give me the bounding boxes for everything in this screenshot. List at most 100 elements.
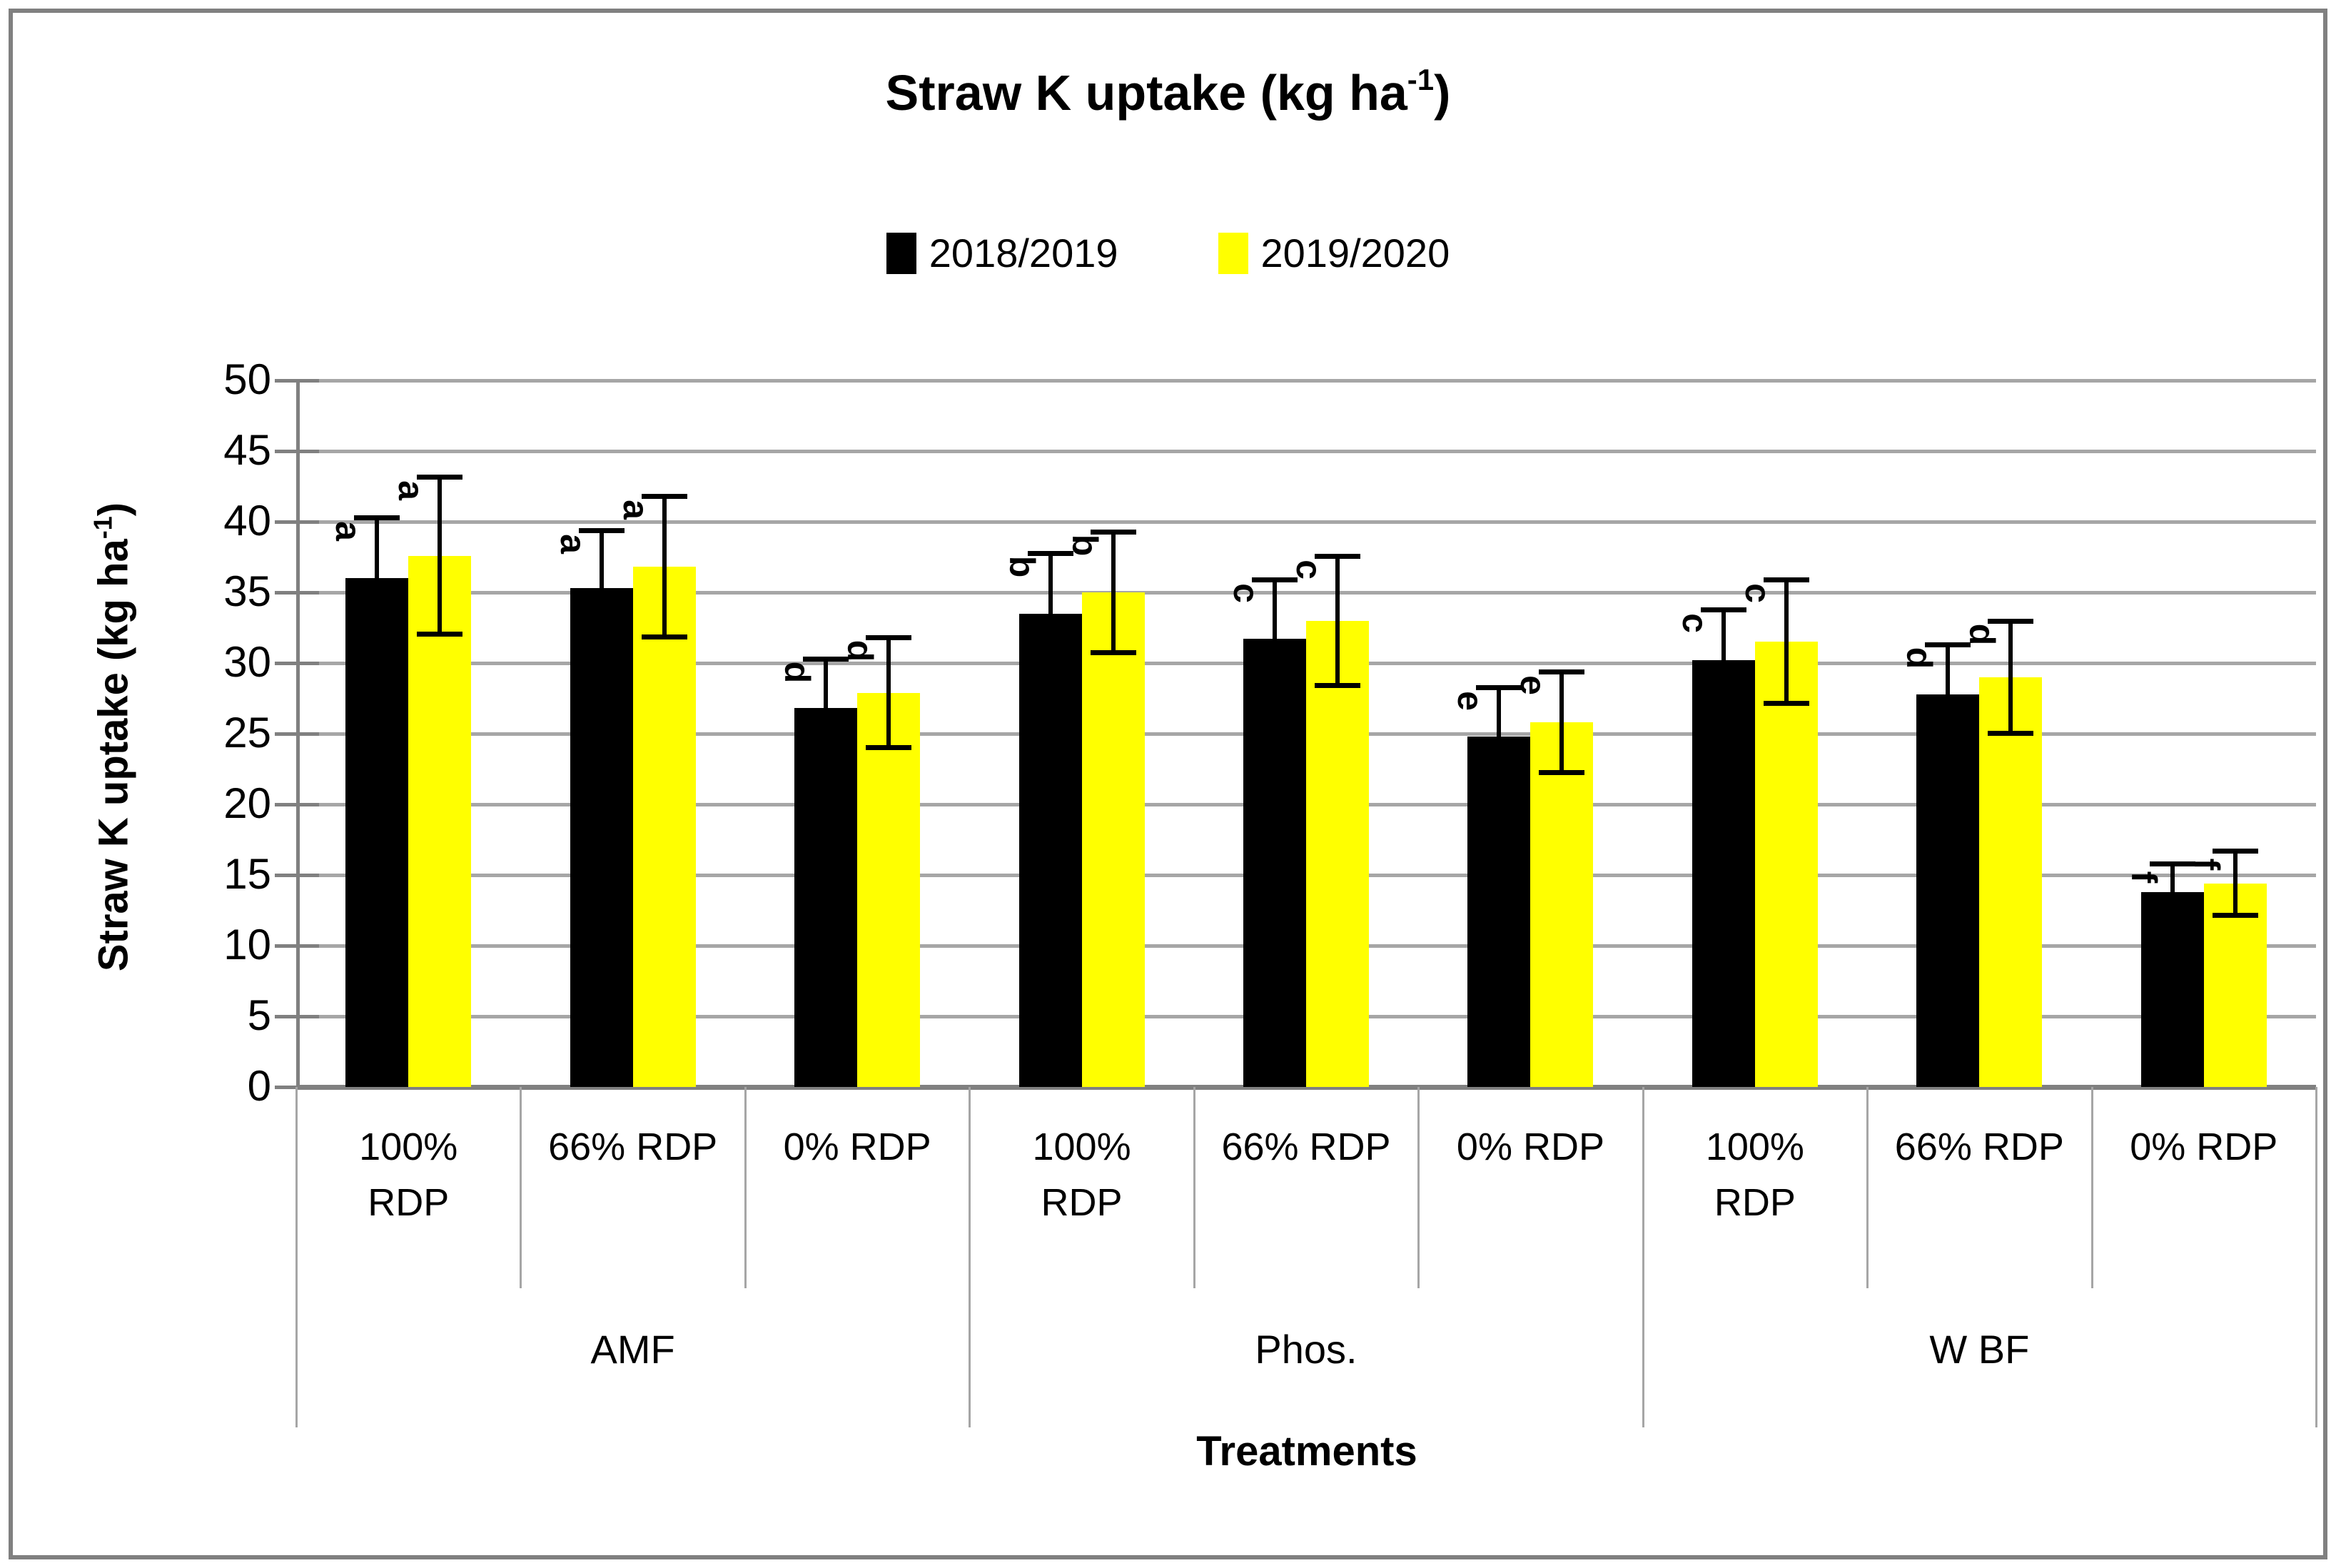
error-bar-cap-top bbox=[641, 494, 687, 500]
y-axis-line bbox=[296, 380, 300, 1087]
x-category-label: 0% RDP bbox=[2130, 1126, 2278, 1168]
error-bar-stem bbox=[2233, 851, 2238, 916]
error-bar-cap-top bbox=[1090, 529, 1136, 535]
error-bar-cap-bottom bbox=[1476, 783, 1522, 789]
y-axis-title-superscript: -1 bbox=[88, 516, 118, 540]
chart-title-superscript: -1 bbox=[1407, 63, 1435, 96]
category-separator bbox=[744, 1087, 747, 1288]
significance-letter: c bbox=[1226, 583, 1266, 604]
error-bar-stem bbox=[1048, 552, 1053, 674]
bar-2018-2019-WBF-0[interactable] bbox=[1692, 660, 1755, 1087]
error-bar-stem bbox=[1273, 580, 1277, 699]
x-group-label-Phos: Phos. bbox=[1255, 1327, 1357, 1372]
significance-letter: d bbox=[840, 640, 881, 662]
significance-letter: a bbox=[328, 521, 369, 541]
error-bar-stem bbox=[1784, 580, 1789, 704]
significance-letter: a bbox=[615, 500, 656, 520]
error-bar-cap-top bbox=[1315, 553, 1360, 559]
significance-letter: c bbox=[1674, 612, 1715, 633]
error-bar-cap-top bbox=[1252, 577, 1298, 583]
error-bar-stem bbox=[2008, 620, 2013, 734]
error-bar-stem bbox=[438, 476, 443, 635]
y-tick-label-5: 5 bbox=[247, 991, 271, 1039]
y-tick-label-50: 50 bbox=[223, 355, 271, 403]
significance-letter: b bbox=[1064, 534, 1105, 557]
bar-2018-2019-WBF-2[interactable] bbox=[2140, 891, 2204, 1087]
gridline-50 bbox=[296, 379, 2316, 383]
significance-letter: d bbox=[1962, 623, 2003, 645]
legend-swatch-2019-2020 bbox=[1218, 232, 1248, 274]
group-separator bbox=[1642, 1087, 1644, 1427]
category-edge-line-0 bbox=[295, 1087, 298, 1427]
x-category-label: 100% RDP bbox=[1032, 1126, 1131, 1225]
y-tick-label-45: 45 bbox=[223, 426, 271, 474]
error-bar-cap-top bbox=[1539, 669, 1585, 674]
bar-2019-2020-AMF-2[interactable] bbox=[857, 692, 921, 1087]
error-bar-cap-bottom bbox=[803, 754, 849, 760]
legend-label-2018-2019: 2018/2019 bbox=[929, 231, 1118, 275]
category-edge-line-1 bbox=[2315, 1087, 2317, 1427]
legend-item-2019-2020[interactable]: 2019/2020 bbox=[1218, 230, 1450, 276]
error-bar-cap-top bbox=[1476, 684, 1522, 690]
bar-2019-2020-AMF-0[interactable] bbox=[408, 555, 472, 1087]
bar-2019-2020-WBF-1[interactable] bbox=[1979, 677, 2043, 1087]
significance-letter: a bbox=[391, 480, 432, 500]
significance-letter: d bbox=[1899, 647, 1940, 669]
error-bar-cap-top bbox=[1027, 550, 1073, 556]
significance-letter: b bbox=[1001, 555, 1042, 577]
significance-letter: c bbox=[1289, 559, 1329, 580]
error-bar-stem bbox=[1946, 644, 1951, 744]
bar-2018-2019-AMF-1[interactable] bbox=[570, 588, 633, 1087]
chart-title-close: ) bbox=[1434, 65, 1451, 121]
legend: 2018/2019 2019/2020 bbox=[0, 230, 2336, 276]
bar-2019-2020-Phos-1[interactable] bbox=[1306, 620, 1369, 1087]
x-axis-line bbox=[296, 1085, 2316, 1090]
gridline-40 bbox=[296, 520, 2316, 524]
y-tick-label-35: 35 bbox=[223, 567, 271, 615]
error-bar-cap-top bbox=[1988, 618, 2034, 624]
chart-title-text: Straw K uptake (kg ha bbox=[885, 65, 1407, 121]
error-bar-cap-bottom bbox=[1539, 770, 1585, 776]
significance-letter: d bbox=[777, 661, 818, 684]
x-category-label: 0% RDP bbox=[1456, 1126, 1604, 1168]
error-bar-cap-bottom bbox=[641, 634, 687, 640]
bar-2019-2020-Phos-2[interactable] bbox=[1530, 722, 1594, 1087]
bar-2018-2019-AMF-0[interactable] bbox=[345, 578, 409, 1087]
bar-2018-2019-AMF-2[interactable] bbox=[794, 708, 858, 1087]
error-bar-stem bbox=[1497, 687, 1502, 786]
bar-2019-2020-WBF-0[interactable] bbox=[1754, 642, 1818, 1087]
x-category-label: 66% RDP bbox=[1221, 1126, 1391, 1168]
error-bar-cap-bottom bbox=[417, 632, 463, 637]
bar-2018-2019-Phos-2[interactable] bbox=[1467, 736, 1531, 1087]
x-category-label: 0% RDP bbox=[783, 1126, 931, 1168]
error-bar-cap-bottom bbox=[1925, 740, 1971, 746]
error-bar-cap-top bbox=[2149, 861, 2195, 867]
bar-2018-2019-WBF-1[interactable] bbox=[1916, 694, 1980, 1087]
gridline-35 bbox=[296, 591, 2316, 595]
y-tick-label-40: 40 bbox=[223, 497, 271, 545]
bar-2018-2019-Phos-1[interactable] bbox=[1243, 639, 1306, 1087]
x-axis-title: Treatments bbox=[1196, 1428, 1417, 1475]
error-bar-cap-bottom bbox=[1700, 708, 1746, 714]
legend-swatch-2018-2019 bbox=[886, 232, 916, 274]
significance-letter: f bbox=[2186, 859, 2227, 871]
chart-title: Straw K uptake (kg ha-1) bbox=[0, 63, 2336, 121]
legend-item-2018-2019[interactable]: 2018/2019 bbox=[886, 230, 1118, 276]
group-separator bbox=[969, 1087, 971, 1427]
significance-letter: e bbox=[1450, 690, 1491, 711]
significance-letter: a bbox=[552, 533, 593, 554]
y-tick-label-20: 20 bbox=[223, 779, 271, 827]
significance-letter: f bbox=[2123, 871, 2164, 884]
error-bar-cap-top bbox=[578, 527, 625, 533]
error-bar-stem bbox=[375, 517, 380, 639]
error-bar-stem bbox=[1111, 531, 1116, 654]
error-bar-cap-top bbox=[866, 635, 912, 641]
bar-2018-2019-Phos-0[interactable] bbox=[1018, 613, 1082, 1087]
x-category-label: 100% RDP bbox=[1705, 1126, 1804, 1225]
x-category-label: 66% RDP bbox=[1894, 1126, 2064, 1168]
category-separator bbox=[2090, 1087, 2093, 1288]
bar-2019-2020-AMF-1[interactable] bbox=[632, 567, 696, 1087]
y-tick-label-0: 0 bbox=[247, 1062, 271, 1110]
bar-2019-2020-Phos-0[interactable] bbox=[1081, 592, 1145, 1087]
x-group-label-WBF: W BF bbox=[1929, 1327, 2030, 1372]
